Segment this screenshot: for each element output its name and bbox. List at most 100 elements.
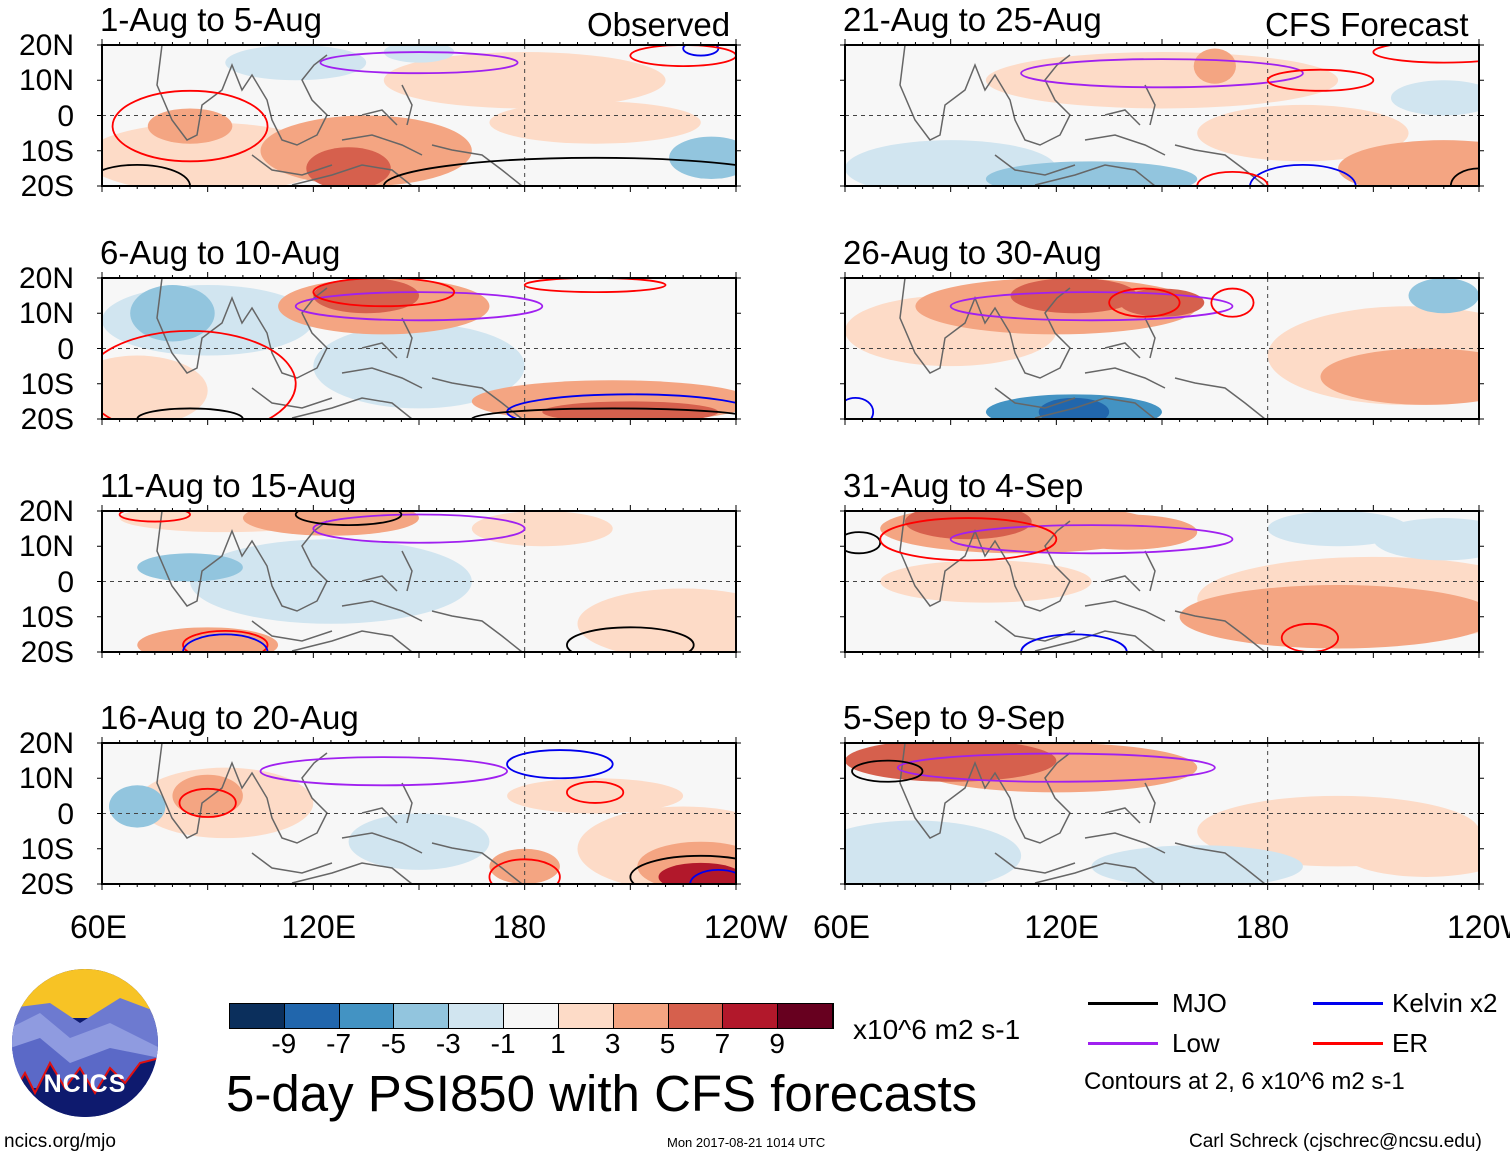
lat-label: 20N	[18, 727, 74, 760]
lat-label: 10S	[20, 134, 74, 168]
panel-title: 31-Aug to 4-Sep	[843, 467, 1084, 504]
lat-label: 0	[57, 797, 74, 831]
anomaly-shading	[242, 511, 419, 536]
low-contour	[259, 756, 508, 787]
colorbar-swatch	[394, 1004, 450, 1028]
map-panel	[840, 505, 1484, 658]
anomaly-shading	[1338, 820, 1479, 877]
lon-label: 120E	[281, 909, 357, 945]
lat-label: 0	[57, 99, 74, 133]
lat-label: 20N	[18, 495, 74, 528]
anomaly-shading	[904, 511, 1032, 540]
lat-label: 20S	[20, 403, 74, 436]
er-contour	[1210, 287, 1255, 318]
anomaly-shading	[1408, 278, 1479, 314]
mjo-legend-label: MJO	[1172, 988, 1227, 1018]
colorbar-tick-label: -3	[435, 1028, 461, 1059]
low-contour	[294, 291, 544, 322]
anomaly-shading	[147, 108, 233, 144]
anomaly-shading	[1267, 511, 1409, 547]
lon-label: 120W	[1447, 909, 1510, 945]
anomaly-shading	[172, 774, 243, 818]
low-contour	[896, 752, 1216, 783]
er-contour	[182, 629, 269, 652]
map-panel	[97, 505, 741, 658]
anomaly-shading	[1010, 278, 1138, 314]
mjo-contour	[382, 156, 736, 186]
lat-label: 20N	[18, 262, 74, 295]
anomaly-shading	[137, 553, 243, 582]
colorbar-swatch	[339, 1004, 395, 1028]
er-contour	[312, 278, 456, 308]
map-panel	[840, 272, 1484, 425]
panel-title: 6-Aug to 10-Aug	[100, 234, 341, 271]
kelvin-legend-line	[1313, 1002, 1383, 1005]
map-panel	[97, 272, 741, 425]
svg-text:NCICS: NCICS	[44, 1070, 127, 1098]
anomaly-shading	[669, 136, 736, 179]
low-contour	[949, 291, 1234, 322]
site-link[interactable]: ncics.org/mjo	[4, 1131, 116, 1152]
lat-label: 20S	[20, 636, 74, 669]
anomaly-shading	[542, 401, 719, 419]
kelvin-contour	[689, 869, 736, 884]
er-contour	[488, 858, 561, 884]
colorbar-swatch	[230, 1004, 285, 1028]
ncics-logo: NCICS	[12, 969, 158, 1117]
low-contour	[1020, 58, 1304, 89]
anomaly-shading	[577, 588, 736, 652]
anomaly-shading	[137, 627, 279, 652]
anomaly-shading	[1320, 348, 1479, 405]
lat-label: 10S	[20, 600, 74, 634]
figure-title: 5-day PSI850 with CFS forecasts	[226, 1065, 978, 1122]
er-contour	[1372, 45, 1479, 64]
colorbar-swatch	[504, 1004, 559, 1028]
colorbar-tick-label: -5	[381, 1028, 406, 1059]
kelvin-contour	[1020, 633, 1128, 652]
er-contour	[566, 780, 625, 804]
colorbar-swatch	[723, 1004, 779, 1028]
anomaly-shading	[1390, 80, 1479, 116]
er-contour	[118, 511, 191, 523]
er-contour	[178, 787, 237, 818]
colorbar-swatch	[449, 1004, 505, 1028]
er-contour	[523, 278, 667, 293]
coastline	[156, 511, 523, 652]
anomaly-shading	[383, 45, 455, 63]
coastline	[156, 743, 523, 884]
map-panel	[840, 737, 1484, 890]
map-panels	[97, 39, 1484, 890]
map-panel	[97, 39, 741, 192]
er-contour	[629, 45, 736, 68]
anomaly-shading	[845, 820, 1022, 884]
coastline	[899, 45, 1266, 186]
low-legend-label: Low	[1172, 1028, 1220, 1058]
anomaly-shading	[985, 161, 1198, 186]
er-legend-label: ER	[1392, 1028, 1429, 1058]
lat-label: 10N	[18, 64, 74, 98]
panel-title: 11-Aug to 15-Aug	[100, 467, 357, 504]
anomaly-shading	[190, 539, 472, 624]
anomaly-shading	[658, 862, 736, 884]
anomaly-shading	[985, 52, 1339, 109]
anomaly-shading	[1056, 514, 1198, 550]
colorbar-tick-label: -7	[326, 1028, 352, 1059]
panel-title: 26-Aug to 30-Aug	[843, 234, 1102, 271]
mjo-contour	[294, 511, 403, 526]
lon-label: 180	[492, 909, 547, 945]
lon-label: 60E	[813, 909, 870, 945]
anomaly-shading	[471, 511, 613, 547]
lat-label: 20S	[20, 868, 74, 901]
lat-label: 20N	[18, 29, 74, 62]
colorbar-tick-label: 9	[769, 1028, 785, 1059]
er-legend-line	[1313, 1042, 1383, 1045]
colorbar-swatch	[668, 1004, 724, 1028]
anomaly-shading	[1091, 845, 1303, 884]
colorbar-units: x10^6 m2 s-1	[853, 1014, 1021, 1045]
anomaly-shading	[348, 813, 490, 870]
anomaly-shading	[1338, 140, 1479, 186]
colorbar-swatch	[284, 1004, 340, 1028]
panel-title: 16-Aug to 20-Aug	[100, 699, 359, 736]
panel-title: 5-Sep to 9-Sep	[843, 699, 1065, 736]
colorbar-swatch	[613, 1004, 669, 1028]
